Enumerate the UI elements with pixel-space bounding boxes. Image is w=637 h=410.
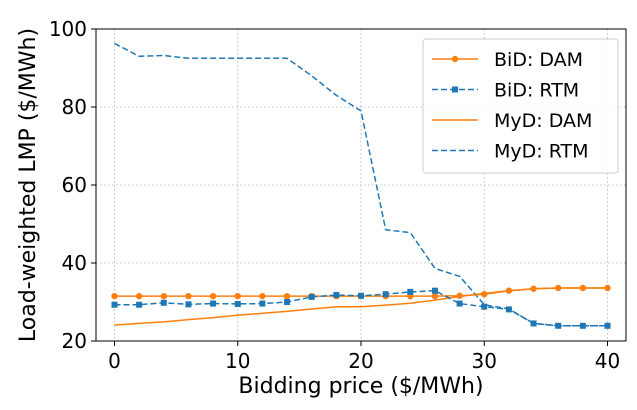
- legend: BiD: DAM BiD: RTM MyD: DAM MyD: RTM: [422, 38, 619, 174]
- y-tick-label: 80: [62, 95, 87, 119]
- x-tick-label: 40: [595, 349, 620, 373]
- data-point-bid-dam: [111, 292, 118, 300]
- data-point-bid-rtm: [185, 301, 192, 308]
- data-point-bid-rtm: [604, 322, 611, 329]
- data-point-bid-dam: [135, 292, 143, 300]
- x-axis-label: Bidding price ($/MWh): [238, 374, 483, 399]
- data-point-bid-rtm: [382, 291, 389, 298]
- data-point-bid-rtm: [259, 300, 266, 307]
- y-tick-label: 60: [62, 173, 87, 197]
- data-point-bid-dam: [283, 292, 291, 300]
- data-point-bid-rtm: [407, 288, 414, 295]
- legend-label-bid-dam: BiD: DAM: [494, 49, 583, 71]
- data-point-bid-rtm: [358, 292, 364, 299]
- legend-marker-bid-dam: [451, 55, 459, 63]
- x-tick-label: 20: [348, 349, 373, 373]
- data-point-bid-rtm: [111, 301, 118, 308]
- data-point-bid-dam: [160, 292, 167, 300]
- data-point-bid-dam: [579, 284, 587, 292]
- data-point-bid-rtm: [234, 300, 241, 307]
- data-point-bid-dam: [604, 284, 611, 292]
- data-point-bid-dam: [259, 292, 266, 300]
- legend-label-myd-rtm: MyD: RTM: [494, 141, 589, 163]
- data-point-bid-dam: [185, 292, 192, 300]
- data-point-bid-rtm: [505, 306, 512, 313]
- x-tick-label: 30: [472, 349, 497, 373]
- data-point-bid-rtm: [284, 299, 291, 305]
- data-point-bid-rtm: [431, 287, 438, 294]
- y-tick-label: 100: [49, 17, 87, 41]
- data-point-bid-rtm: [530, 320, 537, 327]
- data-point-bid-rtm: [160, 299, 167, 306]
- y-tick-label: 20: [62, 329, 87, 353]
- data-point-bid-dam: [209, 292, 217, 300]
- data-point-bid-dam: [530, 285, 537, 292]
- data-point-bid-rtm: [333, 291, 340, 298]
- data-point-bid-dam: [234, 292, 241, 300]
- data-point-bid-rtm: [136, 301, 143, 308]
- plot-content: [111, 42, 611, 329]
- data-point-bid-dam: [555, 284, 562, 292]
- data-point-bid-dam: [456, 292, 463, 299]
- legend-label-bid-rtm: BiD: RTM: [494, 80, 579, 102]
- legend-box: [422, 38, 619, 174]
- x-tick-label: 0: [108, 349, 121, 373]
- legend-marker-bid-rtm: [452, 86, 458, 93]
- data-point-bid-rtm: [210, 300, 217, 307]
- data-point-bid-rtm: [579, 322, 586, 329]
- x-tick-label: 10: [225, 349, 250, 373]
- data-point-bid-rtm: [481, 303, 488, 310]
- legend-label-myd-dam: MyD: DAM: [494, 110, 592, 132]
- data-point-bid-rtm: [308, 293, 315, 300]
- y-axis-label: Load-weighted LMP ($/MWh): [16, 28, 41, 342]
- y-tick-label: 40: [62, 251, 87, 275]
- axis-ticks: 0 10 20 30 40 20 40 60 80 100: [49, 17, 620, 373]
- data-point-bid-rtm: [456, 300, 463, 307]
- data-point-bid-dam: [505, 287, 513, 294]
- data-point-bid-dam: [481, 291, 488, 298]
- data-point-bid-dam: [431, 292, 439, 300]
- data-point-bid-rtm: [555, 322, 562, 329]
